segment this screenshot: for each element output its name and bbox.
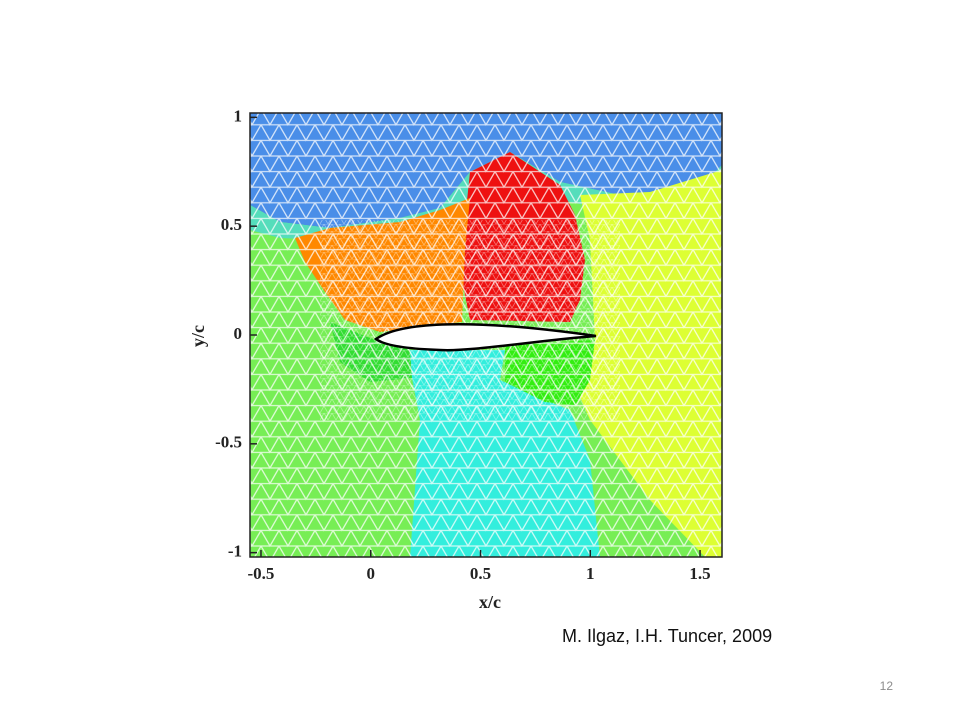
x-tick-label: 0.5 xyxy=(470,564,491,583)
partition-image xyxy=(250,113,722,557)
airfoil xyxy=(373,323,597,352)
x-axis-label: x/c xyxy=(479,592,501,612)
y-tick-label: -0.5 xyxy=(215,433,242,452)
y-tick-label: -1 xyxy=(228,542,242,561)
y-tick-label: 1 xyxy=(234,106,243,125)
y-axis-label: y/c xyxy=(188,325,208,347)
y-tick-label: 0 xyxy=(234,324,243,343)
caption: M. Ilgaz, I.H. Tuncer, 2009 xyxy=(562,626,772,646)
y-tick-label: 0.5 xyxy=(221,215,242,234)
page-number: 12 xyxy=(880,679,894,693)
mesh-fine xyxy=(320,220,620,420)
x-tick-label: 1 xyxy=(586,564,595,583)
x-tick-label: 0 xyxy=(366,564,375,583)
x-tick-label: 1.5 xyxy=(689,564,710,583)
x-tick-label: -0.5 xyxy=(248,564,275,583)
